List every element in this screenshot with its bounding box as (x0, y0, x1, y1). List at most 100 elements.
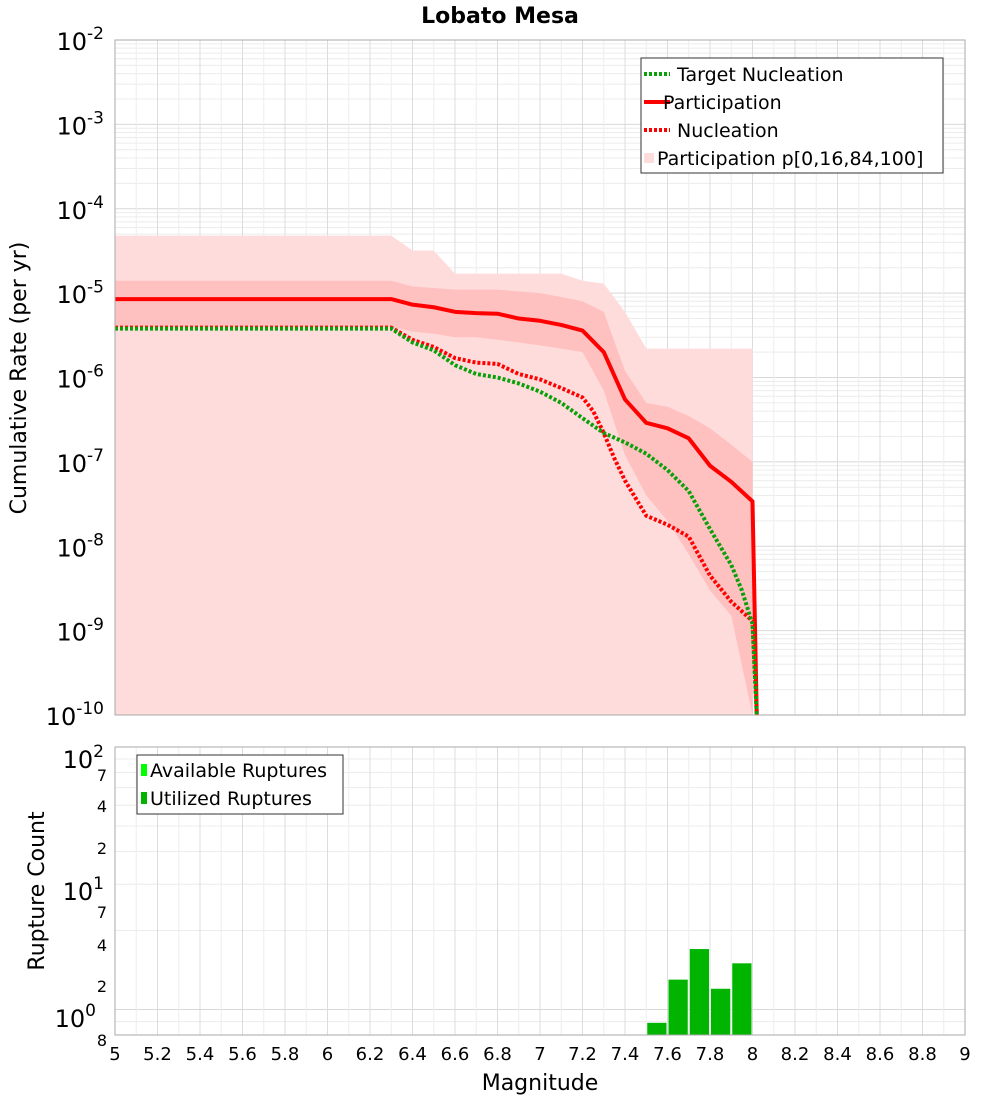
chart-title: Lobato Mesa (421, 4, 579, 29)
x-tick-label: 8.4 (823, 1044, 852, 1065)
bars (647, 949, 752, 1035)
x-tick-label: 9 (959, 1044, 970, 1065)
x-tick-label: 7.6 (653, 1044, 682, 1065)
x-tick-label: 7.2 (568, 1044, 597, 1065)
x-tick-label: 6.6 (441, 1044, 470, 1065)
y-tick-label: 101 (63, 874, 104, 906)
y-tick-label: 10-8 (57, 530, 105, 562)
y-tick-label-exponent: -4 (87, 193, 104, 213)
legend-item-target-nucleation: Target Nucleation (676, 64, 844, 86)
x-tick-label: 6.2 (356, 1044, 385, 1065)
y-tick-label-base: 10 (55, 1005, 86, 1033)
y-tick-label: 2 (97, 839, 107, 858)
x-axis-ticks: 5 5.2 5.4 5.6 5.8 6 6.2 6.4 6.6 6.8 7 7.2 7.4 7.6 7.8 8… (109, 1044, 970, 1065)
utilized-rupture-bar (668, 979, 688, 1035)
legend-item-participation-band: Participation p[0,16,84,100] (657, 148, 923, 170)
x-tick-label: 8.8 (908, 1044, 937, 1065)
legend-item-nucleation: Nucleation (677, 120, 779, 142)
legend-box (640, 57, 944, 174)
legend-item-participation: Participation (663, 92, 782, 114)
y-tick-label-exponent: -9 (87, 615, 104, 635)
plot-frame (114, 39, 966, 716)
y-tick-label-exponent: -2 (87, 24, 104, 44)
y-tick-label-base: 10 (63, 746, 94, 774)
legend-swatch (644, 153, 654, 163)
x-tick-label: 5.8 (271, 1044, 300, 1065)
y-tick-label: 10-2 (57, 24, 105, 56)
y-tick-label-base: 10 (46, 703, 77, 731)
x-tick-label: 5.2 (143, 1044, 172, 1065)
x-tick-label: 8.6 (866, 1044, 895, 1065)
y-tick-label-base: 10 (63, 878, 94, 906)
y-tick-label: 4 (97, 797, 107, 816)
legend-swatch (141, 792, 147, 804)
x-tick-label: 5.6 (228, 1044, 257, 1065)
y-tick-label: 10-3 (57, 109, 105, 141)
y-tick-label-exponent: -6 (87, 362, 104, 382)
y-tick-label: 7 (97, 903, 107, 922)
y-tick-label-exponent: -8 (87, 530, 104, 550)
y-tick-label: 10-10 (46, 699, 104, 731)
utilized-rupture-bar (647, 1022, 667, 1035)
y-tick-label-base: 10 (57, 281, 88, 309)
x-tick-label: 5 (109, 1044, 120, 1065)
nucleation-line (115, 325, 759, 715)
legend-item-available-ruptures: Available Ruptures (150, 760, 327, 782)
target-nucleation-line (115, 326, 759, 715)
y-tick-label-exponent: -5 (87, 277, 104, 297)
y-tick-label-base: 10 (57, 534, 88, 562)
x-tick-label: 8.2 (781, 1044, 810, 1065)
legend: Target Nucleation Participation Nucleation… (640, 57, 944, 174)
plot-data (115, 235, 759, 715)
legend: Available Ruptures Utilized Ruptures (136, 754, 344, 815)
y-tick-label-base: 10 (57, 197, 88, 225)
y-tick-label: 100 (55, 1001, 96, 1033)
y-tick-label: 10-5 (57, 277, 105, 309)
y-tick-label: 8 (97, 1031, 107, 1050)
legend-box (136, 754, 344, 815)
y-tick-label-exponent: 0 (85, 1001, 96, 1021)
utilized-rupture-bar (689, 949, 709, 1035)
x-tick-label: 5.4 (186, 1044, 215, 1065)
x-axis-label: Magnitude (482, 1071, 599, 1096)
y-tick-label-exponent: -3 (87, 109, 104, 129)
utilized-rupture-bar (732, 963, 752, 1035)
y-tick-label: 2 (97, 977, 107, 996)
utilized-rupture-bar (711, 988, 731, 1035)
y-tick-label-exponent: -10 (76, 699, 104, 719)
x-tick-label: 7 (534, 1044, 545, 1065)
legend-item-utilized-ruptures: Utilized Ruptures (150, 788, 312, 810)
y-tick-label: 10-4 (57, 193, 105, 225)
participation-line (115, 297, 759, 715)
y-tick-label: 7 (97, 766, 107, 785)
x-tick-label: 7.8 (696, 1044, 725, 1065)
y-tick-label-base: 10 (57, 450, 88, 478)
y-tick-label-base: 10 (57, 619, 88, 647)
y-tick-label: 10-9 (57, 615, 105, 647)
participation-band-p16-p84 (115, 280, 753, 715)
x-tick-label: 7.4 (611, 1044, 640, 1065)
x-tick-label: 8 (747, 1044, 758, 1065)
x-tick-label: 6 (322, 1044, 333, 1065)
x-tick-label: 6.8 (483, 1044, 512, 1065)
y-tick-label-base: 10 (57, 28, 88, 56)
y-tick-label-exponent: 1 (93, 874, 104, 894)
y-axis-ticks: 10-210-310-410-510-610-710-810-910-10 (46, 24, 104, 731)
y-tick-label: 10-6 (57, 362, 105, 394)
y-axis-label: Cumulative Rate (per yr) (7, 242, 32, 515)
y-tick-label-exponent: 2 (93, 742, 104, 762)
y-tick-label: 102 (63, 742, 104, 774)
y-tick-label-exponent: -7 (87, 446, 104, 466)
y-axis-label: Rupture Count (25, 811, 50, 971)
y-tick-label-base: 10 (57, 366, 88, 394)
plot-frame (114, 746, 966, 1036)
x-tick-label: 6.4 (398, 1044, 427, 1065)
y-tick-label: 4 (97, 936, 107, 955)
y-tick-label-base: 10 (57, 112, 88, 140)
y-tick-label: 10-7 (57, 446, 105, 478)
rate-panel: 10-210-310-410-510-610-710-810-910-10Cum… (7, 24, 966, 731)
